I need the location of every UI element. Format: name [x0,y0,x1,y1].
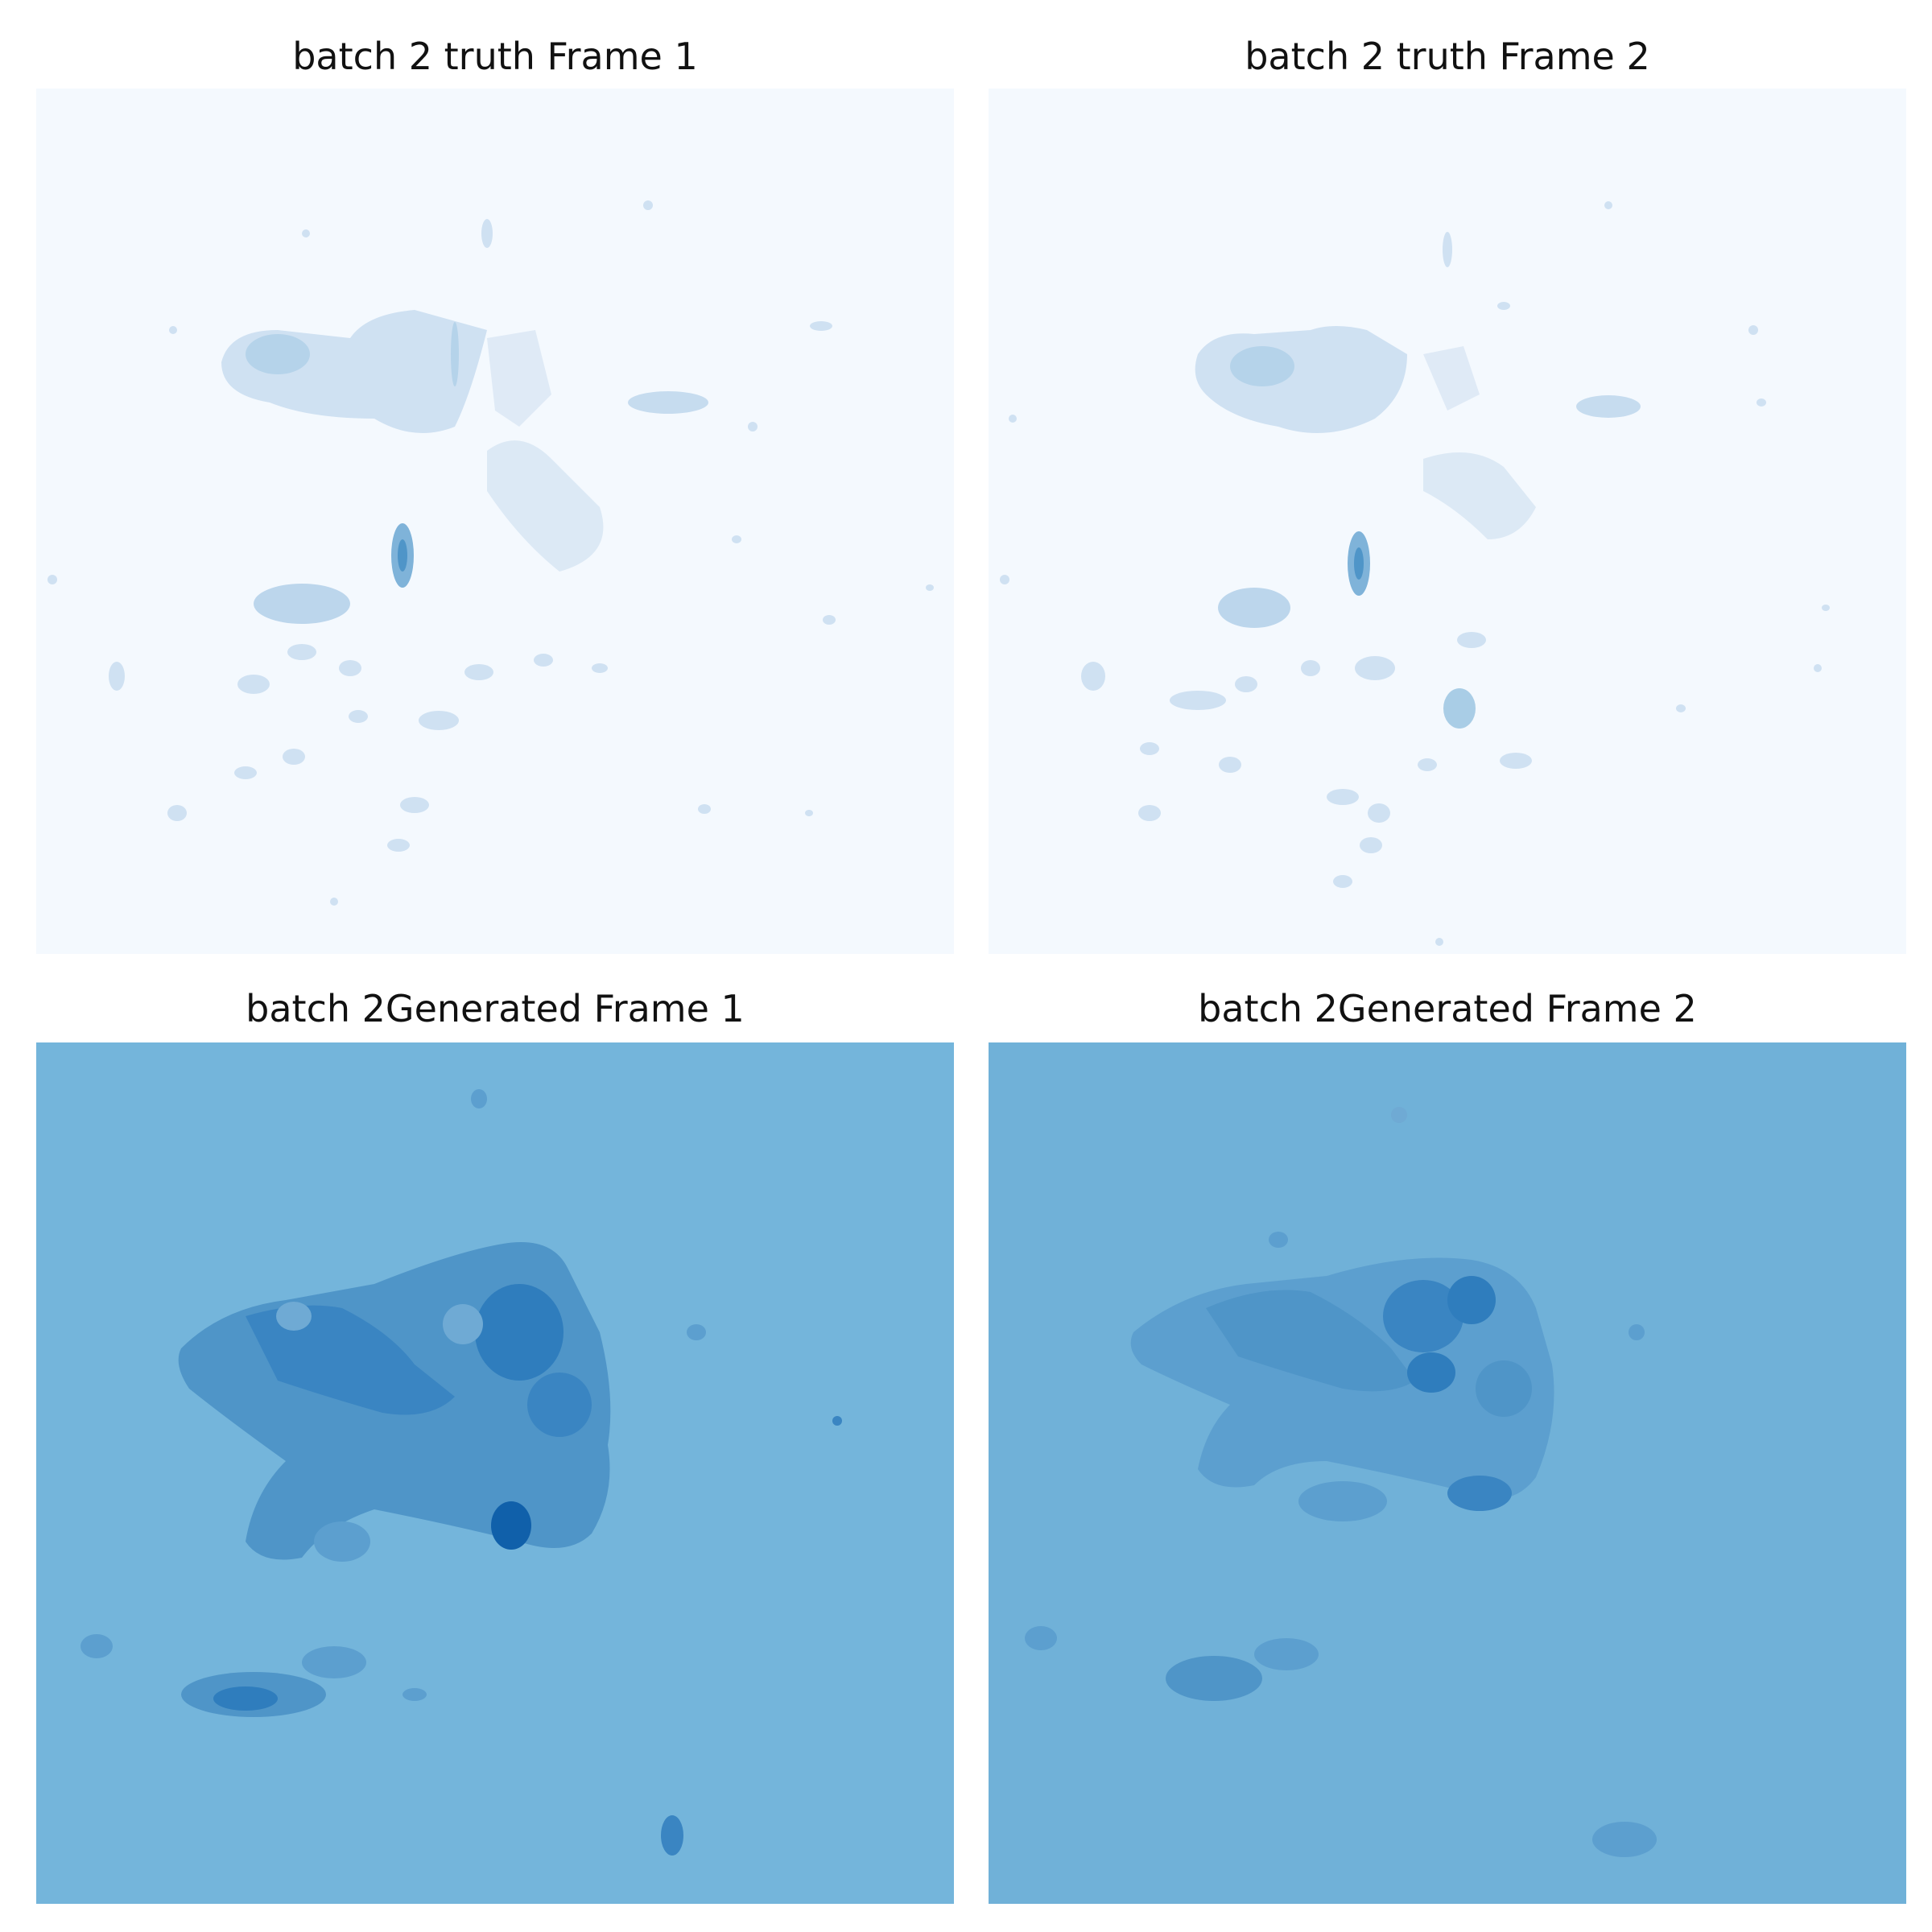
truth-frame-2-background [989,89,1906,954]
truth-frame-1-image [36,89,954,954]
generated-frame-1-image [36,1042,954,1904]
truth-frame-2-echoes [1000,201,1830,946]
generated-frame-2-structures [1025,1107,1657,1857]
panel-title-generated-frame-2: batch 2Generated Frame 2 [1198,987,1697,1030]
panel-title-generated-frame-1: batch 2Generated Frame 1 [246,987,745,1030]
generated-frame-2-image [989,1042,1906,1904]
generated-frame-1-structures [80,1089,842,1856]
truth-frame-1-echoes [47,200,934,906]
panel-title-truth-frame-1: batch 2 truth Frame 1 [292,35,698,78]
truth-frame-1-background [36,89,954,954]
panel-title-truth-frame-2: batch 2 truth Frame 2 [1245,35,1650,78]
truth-frame-2-image [989,89,1906,954]
